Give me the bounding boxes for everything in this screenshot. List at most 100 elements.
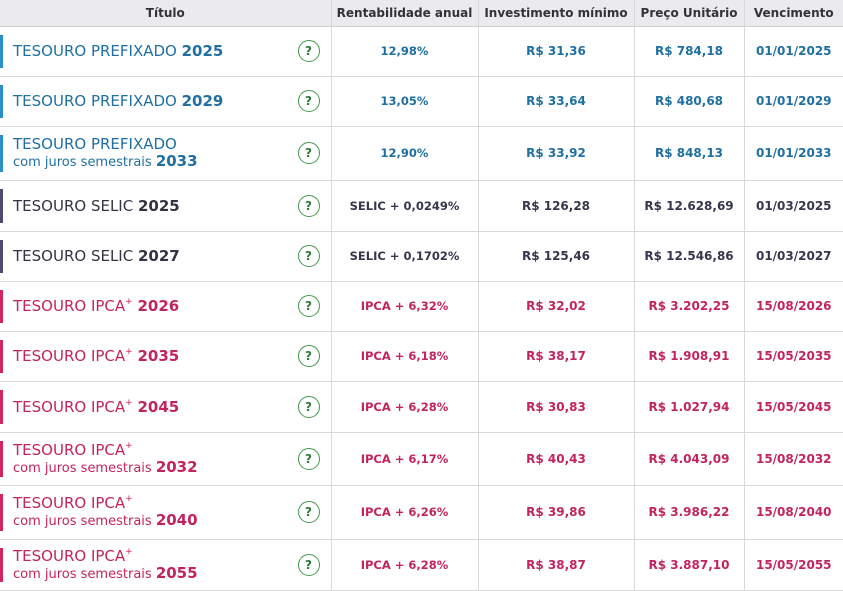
bond-name: TESOURO IPCA — [13, 397, 126, 416]
cell-titulo[interactable]: TESOURO IPCA+ 2045? — [0, 381, 331, 433]
bond-title[interactable]: TESOURO PREFIXADO 2025 — [0, 42, 331, 60]
cell-rentabilidade: IPCA + 6,26% — [330, 485, 478, 540]
bond-name: TESOURO PREFIXADO — [13, 42, 177, 60]
bond-name: TESOURO IPCA — [13, 440, 126, 459]
cell-vencimento: 01/01/2029 — [743, 76, 843, 127]
bond-title[interactable]: TESOURO SELIC 2027 — [0, 247, 331, 265]
bond-year: 2033 — [155, 152, 198, 170]
header-vencimento: Vencimento — [743, 0, 843, 27]
category-color-bar — [0, 389, 3, 424]
cell-titulo[interactable]: TESOURO SELIC 2025? — [0, 180, 331, 232]
table-row[interactable]: TESOURO IPCA+ 2026? IPCA + 6,32% R$ 32,02 R… — [0, 281, 843, 332]
help-icon[interactable]: ? — [297, 345, 320, 367]
cell-vencimento: 01/03/2027 — [743, 231, 843, 282]
cell-titulo[interactable]: TESOURO PREFIXADO 2029? — [0, 76, 331, 127]
help-icon[interactable]: ? — [297, 245, 320, 267]
help-icon[interactable]: ? — [297, 295, 320, 317]
cell-vencimento: 01/03/2025 — [743, 180, 843, 232]
bond-title[interactable]: TESOURO IPCA+ 2045 — [0, 398, 331, 416]
cell-investimento-minimo: R$ 125,46 — [477, 231, 634, 282]
cell-vencimento: 15/08/2040 — [743, 485, 843, 540]
category-color-bar — [0, 239, 3, 273]
cell-preco-unitario: R$ 3.202,25 — [633, 281, 744, 332]
category-color-bar — [0, 289, 3, 323]
bond-title[interactable]: TESOURO IPCA+ com juros semestrais 2040 — [0, 494, 331, 530]
table-row[interactable]: TESOURO PREFIXADO 2029? 13,05% R$ 33,64 R$ … — [0, 76, 843, 127]
cell-preco-unitario: R$ 12.546,86 — [633, 231, 744, 282]
plus-sign: + — [125, 297, 133, 307]
cell-titulo[interactable]: TESOURO IPCA+ com juros semestrais 2032? — [0, 432, 331, 486]
cell-investimento-minimo: R$ 33,64 — [477, 76, 634, 127]
bond-name: TESOURO SELIC — [13, 247, 134, 265]
help-icon[interactable]: ? — [297, 553, 320, 576]
table-row[interactable]: TESOURO PREFIXADO 2025? 12,98% R$ 31,36 R$ … — [0, 26, 843, 77]
bond-name: TESOURO PREFIXADO — [13, 92, 177, 110]
cell-titulo[interactable]: TESOURO IPCA+ com juros semestrais 2040? — [0, 485, 331, 540]
cell-investimento-minimo: R$ 38,17 — [477, 331, 634, 382]
cell-vencimento: 15/08/2026 — [743, 281, 843, 332]
cell-preco-unitario: R$ 3.887,10 — [633, 539, 744, 591]
bond-title[interactable]: TESOURO PREFIXADO com juros semestrais 20… — [0, 135, 331, 171]
bond-title[interactable]: TESOURO PREFIXADO 2029 — [0, 92, 331, 110]
bond-title[interactable]: TESOURO IPCA+ 2026 — [0, 297, 331, 315]
table-row[interactable]: TESOURO IPCA+ 2035? IPCA + 6,18% R$ 38,17 R… — [0, 331, 843, 382]
cell-titulo[interactable]: TESOURO IPCA+ 2026? — [0, 281, 331, 332]
bond-year: 2026 — [137, 297, 180, 315]
cell-rentabilidade: SELIC + 0,1702% — [330, 231, 478, 282]
help-icon[interactable]: ? — [297, 501, 320, 523]
help-icon[interactable]: ? — [297, 40, 320, 62]
bond-name: TESOURO SELIC — [13, 196, 134, 215]
bond-name: TESOURO IPCA — [13, 347, 126, 365]
category-color-bar — [0, 34, 3, 68]
plus-sign: + — [125, 347, 133, 357]
category-color-bar — [0, 188, 3, 223]
bond-year: 2025 — [181, 42, 224, 60]
table-row[interactable]: TESOURO IPCA+ com juros semestrais 2055? I… — [0, 539, 843, 591]
cell-titulo[interactable]: TESOURO IPCA+ com juros semestrais 2055? — [0, 539, 331, 591]
table-row[interactable]: TESOURO IPCA+ com juros semestrais 2032? I… — [0, 432, 843, 486]
cell-vencimento: 15/05/2045 — [743, 381, 843, 433]
table-header: Título Rentabilidade anual Investimento … — [0, 0, 843, 27]
cell-rentabilidade: IPCA + 6,18% — [330, 331, 478, 382]
table-row[interactable]: TESOURO IPCA+ 2045? IPCA + 6,28% R$ 30,83 R… — [0, 381, 843, 433]
bond-title[interactable]: TESOURO SELIC 2025 — [0, 197, 331, 215]
cell-investimento-minimo: R$ 31,36 — [477, 26, 634, 77]
help-icon[interactable]: ? — [297, 395, 320, 418]
help-icon[interactable]: ? — [297, 447, 320, 470]
bond-title[interactable]: TESOURO IPCA+ com juros semestrais 2032 — [0, 441, 331, 477]
cell-rentabilidade: SELIC + 0,0249% — [330, 180, 478, 232]
plus-sign: + — [125, 397, 133, 408]
cell-titulo[interactable]: TESOURO PREFIXADO com juros semestrais 20… — [0, 126, 331, 181]
bond-title[interactable]: TESOURO IPCA+ com juros semestrais 2055 — [0, 547, 331, 583]
cell-preco-unitario: R$ 1.908,91 — [633, 331, 744, 382]
cell-preco-unitario: R$ 480,68 — [633, 76, 744, 127]
bond-subtitle: com juros semestrais — [13, 460, 152, 476]
bond-year: 2029 — [181, 92, 224, 110]
cell-titulo[interactable]: TESOURO SELIC 2027? — [0, 231, 331, 282]
help-icon[interactable]: ? — [297, 194, 320, 217]
header-investimento-minimo: Investimento mínimo — [477, 0, 634, 27]
bond-year: 2035 — [137, 347, 180, 365]
category-color-bar — [0, 339, 3, 373]
cell-titulo[interactable]: TESOURO IPCA+ 2035? — [0, 331, 331, 382]
table-row[interactable]: TESOURO IPCA+ com juros semestrais 2040? I… — [0, 485, 843, 540]
bond-title[interactable]: TESOURO IPCA+ 2035 — [0, 347, 331, 365]
category-color-bar — [0, 134, 3, 172]
table-row[interactable]: TESOURO SELIC 2025? SELIC + 0,0249% R$ 126… — [0, 180, 843, 232]
help-icon[interactable]: ? — [297, 142, 320, 164]
bond-year: 2032 — [155, 457, 198, 476]
cell-titulo[interactable]: TESOURO PREFIXADO 2025? — [0, 26, 331, 77]
header-titulo: Título — [0, 0, 331, 27]
cell-vencimento: 15/05/2035 — [743, 331, 843, 382]
cell-vencimento: 01/01/2025 — [743, 26, 843, 77]
cell-investimento-minimo: R$ 40,43 — [477, 432, 634, 486]
table-row[interactable]: TESOURO PREFIXADO com juros semestrais 20… — [0, 126, 843, 181]
cell-investimento-minimo: R$ 38,87 — [477, 539, 634, 591]
table-row[interactable]: TESOURO SELIC 2027? SELIC + 0,1702% R$ 125… — [0, 231, 843, 282]
bond-year: 2055 — [155, 563, 198, 582]
cell-investimento-minimo: R$ 33,92 — [477, 126, 634, 181]
help-icon[interactable]: ? — [297, 90, 320, 112]
category-color-bar — [0, 493, 3, 531]
category-color-bar — [0, 440, 3, 477]
